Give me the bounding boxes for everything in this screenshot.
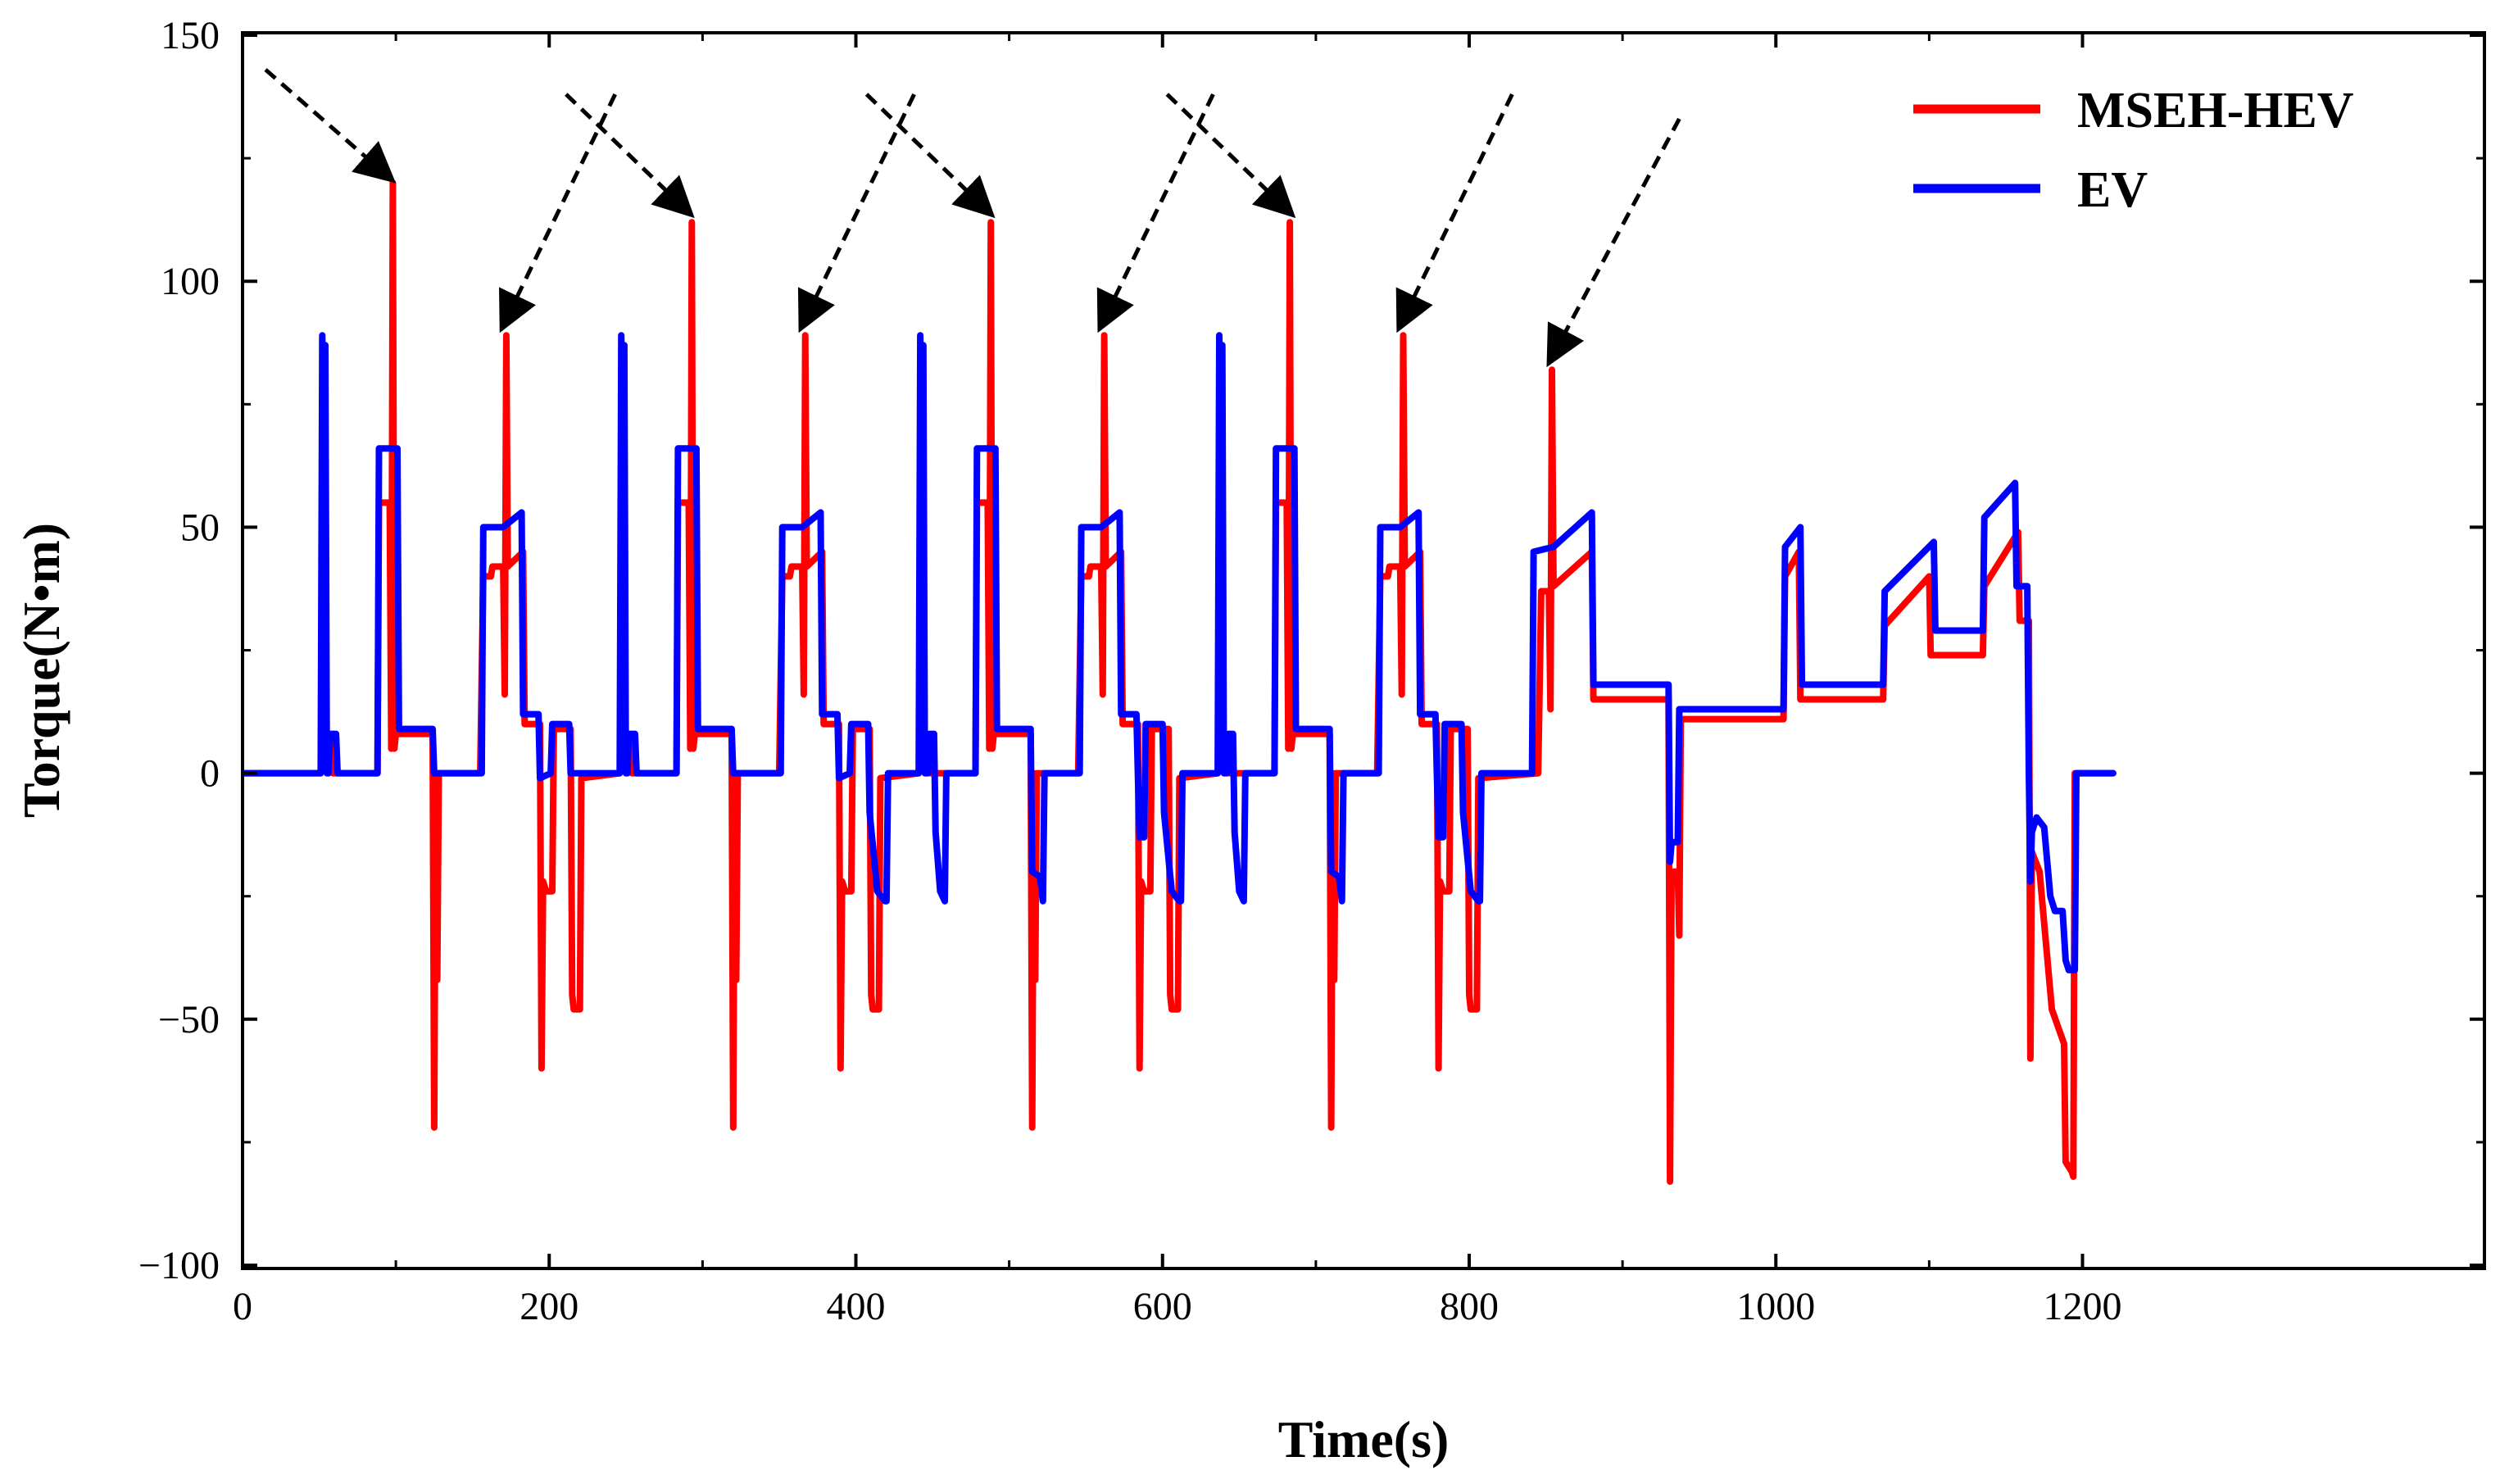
x-tick-label: 0	[233, 1285, 252, 1328]
annotation-arrow	[1096, 93, 1215, 334]
legend: MSEH-HEV EV	[1913, 83, 2354, 218]
annotation-arrows	[264, 68, 1681, 368]
annotation-arrow	[1546, 117, 1681, 368]
annotation-arrow	[264, 68, 397, 184]
annotation-arrow	[797, 93, 916, 334]
annotation-arrow	[864, 93, 996, 219]
annotation-arrow	[1165, 93, 1296, 219]
y-tick-label: 100	[161, 260, 220, 303]
y-tick-label: 0	[200, 752, 220, 796]
legend-label-ev: EV	[2077, 162, 2148, 218]
x-tick-label: 800	[1440, 1285, 1499, 1328]
y-axis-title: Torque(N•m)	[12, 523, 70, 818]
annotation-arrow	[499, 93, 617, 334]
x-tick-label: 600	[1133, 1285, 1192, 1328]
annotation-arrow	[1395, 93, 1514, 334]
x-tick-label: 200	[520, 1285, 578, 1328]
y-tick-label: −100	[138, 1244, 220, 1287]
series-line-ev	[243, 332, 2117, 973]
y-tick-label: 50	[180, 506, 220, 549]
x-tick-label: 400	[827, 1285, 886, 1328]
axes: 0 200 400 600 800 1000 1200 −100 −50 0 50 100 150	[138, 14, 2486, 1328]
x-axis-title: Time(s)	[1278, 1410, 1450, 1468]
x-tick-label: 1000	[1736, 1285, 1815, 1328]
legend-label-mseh-hev: MSEH-HEV	[2077, 83, 2354, 138]
plot-frame	[241, 31, 2486, 1270]
x-tick-label: 1200	[2044, 1285, 2122, 1328]
annotation-arrow	[565, 93, 695, 219]
y-tick-label: −50	[158, 998, 220, 1042]
y-tick-label: 150	[161, 14, 220, 57]
series-layer	[243, 179, 2117, 1185]
